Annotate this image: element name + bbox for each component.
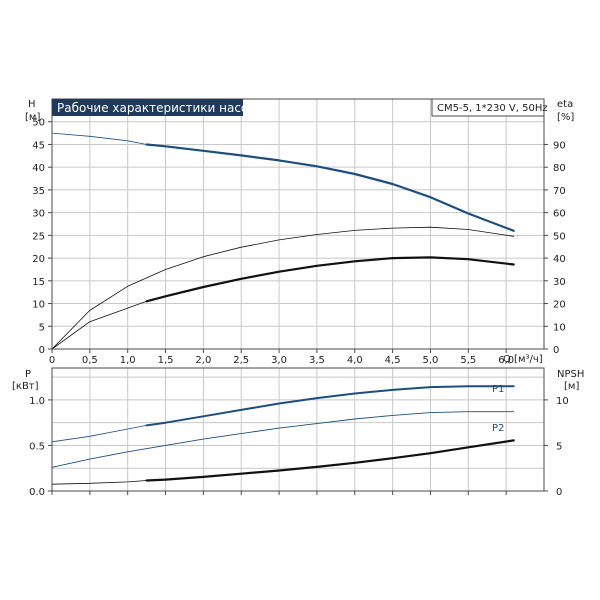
- series-label-p2: P2: [492, 423, 504, 434]
- y2-tick-label: 90: [553, 140, 566, 151]
- top-left-axis-title-line2: [м]: [25, 112, 40, 123]
- series-line-power: [51, 385, 515, 443]
- y-tick-label: 20: [32, 254, 45, 265]
- top-right-axis-title-line2: [%]: [557, 112, 574, 123]
- y-tick-label: 50: [32, 118, 45, 129]
- y-tick-label: 25: [32, 231, 45, 242]
- y2-tick-label: 20: [553, 300, 566, 311]
- top-left-axis-title-line1: H: [28, 99, 36, 110]
- curves: [51, 132, 515, 485]
- bottom-plot-frame: [51, 367, 545, 492]
- bottom-right-axis-title-line2: [м]: [564, 381, 579, 392]
- x-tick-label: 2,5: [233, 355, 249, 366]
- y2-tick-label: 10: [553, 322, 566, 333]
- y-tick-label: 35: [32, 186, 45, 197]
- x-tick-label: 5,5: [460, 355, 476, 366]
- y2-tick-label: 10: [556, 396, 569, 407]
- y2-tick-label: 30: [553, 277, 566, 288]
- y2-tick-label: 80: [553, 163, 566, 174]
- y-tick-label: 10: [32, 300, 45, 311]
- x-tick-label: 0,5: [82, 355, 98, 366]
- y-tick-label: 45: [32, 140, 45, 151]
- y2-tick-label: 0: [553, 345, 559, 356]
- bottom-left-axis-title-line2: [кВт]: [12, 381, 39, 392]
- x-tick-label: 5,0: [423, 355, 439, 366]
- series-line-head: [51, 132, 515, 232]
- series-line-eta-operating: [145, 256, 515, 303]
- x-tick-label: 0: [49, 355, 55, 366]
- y-tick-label: 30: [32, 209, 45, 220]
- y2-tick-label: 50: [553, 231, 566, 242]
- series-line-npsh-operating: [145, 439, 515, 482]
- series-line-thin: [51, 226, 515, 350]
- y2-tick-label: 60: [553, 209, 566, 220]
- y-tick-label: 40: [32, 163, 45, 174]
- top-plot-frame: [51, 98, 545, 350]
- tick-labels: 0 0,5 1,0 1,5 2,0 2,5 3,0 3,5 4,0 4,5 5,0 5,5 6,0 0 5 1…: [29, 118, 569, 498]
- bottom-left-axis-title-line1: P: [25, 369, 31, 380]
- top-right-axis-title-line1: eta: [557, 99, 573, 110]
- series-line-npsh: [51, 440, 515, 485]
- y-tick-label: 1.0: [29, 396, 45, 407]
- y-tick-label: 5: [39, 322, 45, 333]
- x-tick-label: 1,0: [120, 355, 136, 366]
- y-tick-label: 0.0: [29, 487, 45, 498]
- title-background: [52, 99, 243, 116]
- y2-tick-label: 70: [553, 186, 566, 197]
- x-tick-label: 4,0: [347, 355, 363, 366]
- series-line-power-operating: [145, 385, 515, 427]
- x-tick-label: 1,5: [158, 355, 174, 366]
- bottom-right-axis-title-line1: NPSH: [557, 369, 584, 380]
- y2-tick-label: 0: [556, 487, 562, 498]
- y2-tick-label: 40: [553, 254, 566, 265]
- chart-title: Рабочие характеристики насоса: [57, 101, 262, 115]
- series-label-p1: P1: [492, 384, 504, 395]
- x-tick-label: 3,5: [309, 355, 325, 366]
- x-axis-title: Q [м³/ч]: [503, 354, 543, 365]
- y-tick-label: 0: [39, 345, 45, 356]
- grid: [52, 99, 544, 491]
- y-tick-label: 0.5: [29, 441, 45, 452]
- model-label: CM5-5, 1*230 V, 50Hz: [437, 103, 548, 114]
- series-line-thin-blue: [51, 411, 515, 468]
- x-tick-label: 2,0: [195, 355, 211, 366]
- y-tick-label: 15: [32, 277, 45, 288]
- x-tick-label: 4,5: [385, 355, 401, 366]
- series-line-head-operating: [145, 143, 515, 232]
- plot-frames: [51, 98, 545, 492]
- x-tick-label: 3,0: [271, 355, 287, 366]
- x-tick-label: 6,0: [498, 355, 514, 366]
- model-box: [431, 98, 545, 117]
- y2-tick-label: 5: [556, 441, 562, 452]
